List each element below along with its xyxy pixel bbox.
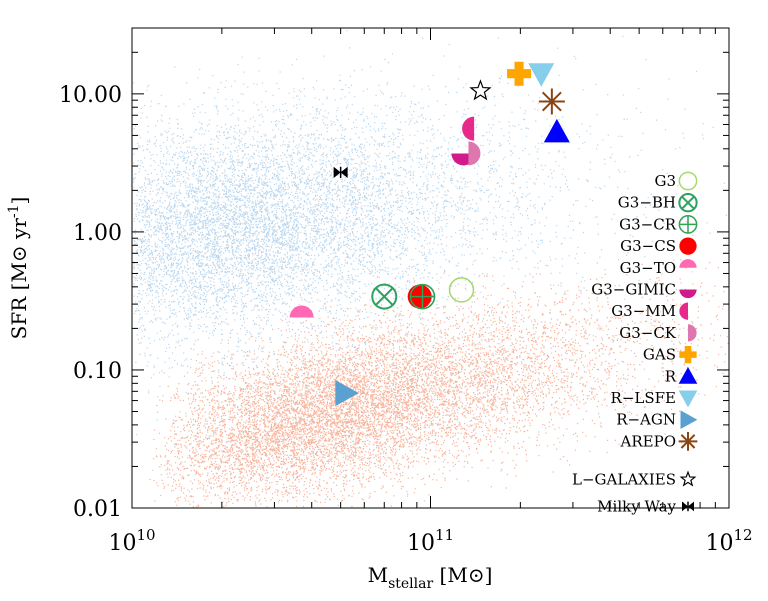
y-tick-label: 1.00	[73, 221, 122, 246]
y-tick-label: 0.01	[73, 497, 122, 522]
x-tick-label: 1011	[407, 526, 454, 556]
legend-marker-g3-ck	[688, 324, 697, 342]
point-g3-ck	[468, 141, 481, 166]
legend-marker-g3-cs	[679, 237, 697, 255]
point-r-agn	[335, 380, 359, 407]
point-arepo	[538, 88, 565, 115]
x-tick-label: 1010	[108, 526, 155, 556]
legend-marker-g3-bh	[678, 193, 698, 213]
x-axis-label: Mstellar [M⊙]	[368, 563, 493, 592]
model-points	[289, 61, 570, 407]
y-tick-label: 0.10	[73, 359, 122, 384]
passive-cloud	[149, 201, 729, 508]
legend-marker-l-galaxies	[679, 470, 697, 487]
legend-marker-r-lsfe	[678, 390, 698, 408]
legend: G3 G3−BH G3−CR G3−CS G3−TO G3−GIMIC G3−MM G3−CK…	[572, 171, 698, 515]
axis-ticks: 1010 1011 1012 0.01 0.10 1.00 10.00	[59, 27, 753, 556]
legend-label-r-agn: R−AGN	[616, 411, 676, 429]
legend-marker-g3	[678, 171, 698, 191]
legend-marker-gas	[679, 345, 697, 364]
legend-marker-g3-cr	[678, 215, 698, 234]
background-galaxy-clouds	[133, 29, 729, 508]
legend-marker-g3-to	[679, 259, 697, 268]
legend-marker-r	[678, 366, 698, 384]
y-tick-label: 10.00	[59, 83, 122, 108]
legend-label-g3-bh: G3−BH	[618, 194, 676, 212]
point-g3	[448, 277, 475, 303]
legend-label-g3-mm: G3−MM	[611, 302, 676, 320]
legend-label-g3-cr: G3−CR	[619, 215, 677, 233]
legend-label-r-lsfe: R−LSFE	[611, 389, 676, 407]
legend-label-g3-ck: G3−CK	[619, 324, 677, 342]
legend-label-g3: G3	[654, 172, 676, 190]
legend-label-gas: GAS	[643, 346, 676, 364]
point-gas	[507, 61, 532, 86]
legend-marker-g3-gimic	[679, 289, 697, 299]
point-g3-to	[289, 305, 314, 318]
x-tick-label: 1012	[705, 526, 752, 556]
point-g3-mm	[462, 116, 475, 141]
point-milky-way	[333, 166, 348, 178]
legend-label-g3-cs: G3−CS	[620, 237, 676, 255]
point-l-galaxies	[469, 79, 492, 101]
legend-marker-g3-mm	[679, 302, 688, 320]
point-g3-bh	[371, 283, 398, 310]
star-forming-cloud	[133, 29, 729, 446]
legend-marker-arepo	[678, 432, 698, 451]
legend-label-l-galaxies: L−GALAXIES	[572, 470, 676, 488]
legend-label-arepo: AREPO	[620, 432, 676, 450]
legend-marker-r-agn	[680, 410, 698, 430]
legend-marker-milky-way	[682, 501, 694, 512]
y-axis-label: SFR [M⊙ yr-1]	[6, 197, 31, 340]
legend-label-g3-gimic: G3−GIMIC	[591, 281, 676, 299]
legend-label-milky-way: Milky Way	[597, 497, 676, 515]
legend-label-g3-to: G3−TO	[620, 259, 676, 277]
point-g3-cr-overlay	[409, 283, 436, 310]
legend-label-r: R	[665, 367, 677, 385]
point-r-lsfe	[528, 63, 555, 87]
point-r	[543, 118, 570, 143]
